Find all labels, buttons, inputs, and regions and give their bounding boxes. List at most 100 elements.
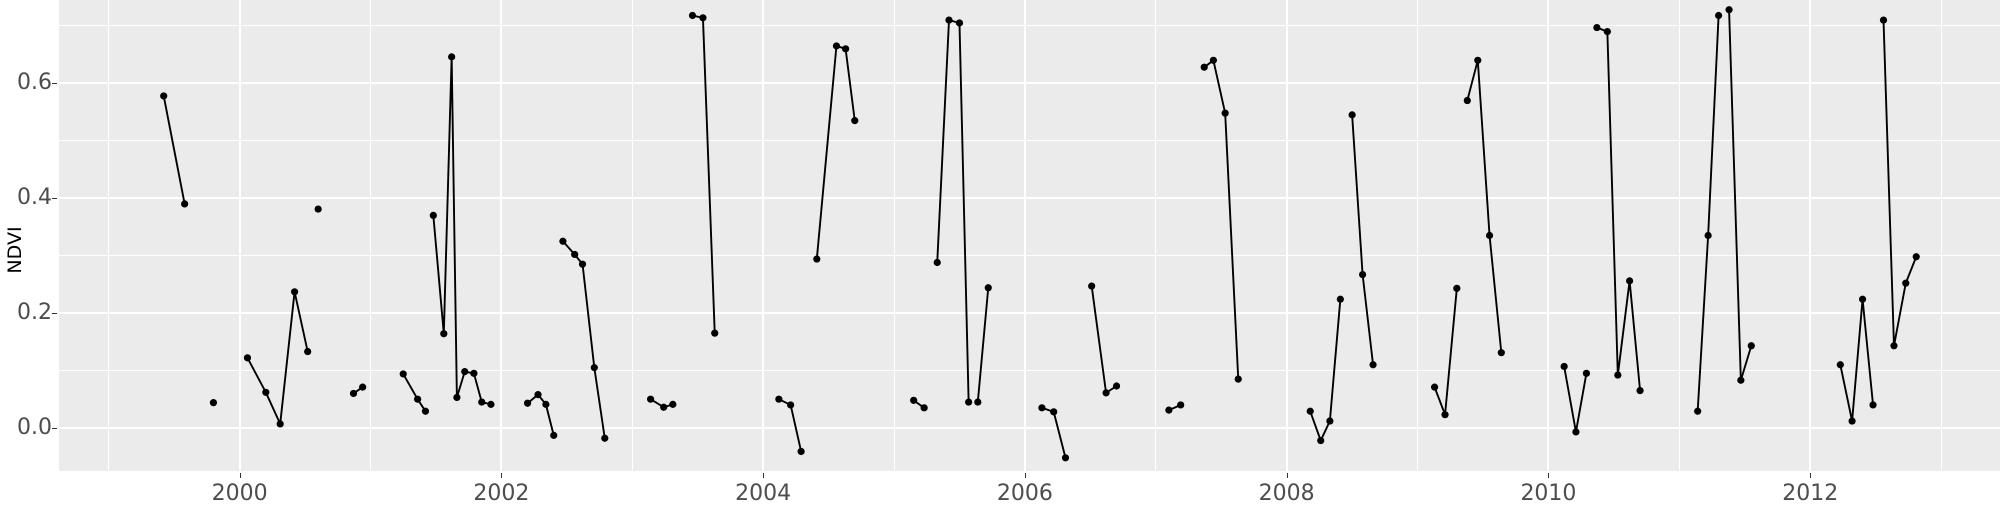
x-axis-tick-label: 2006 <box>996 481 1053 506</box>
series-data-point <box>1715 11 1723 20</box>
gridline-minor-vertical <box>1678 0 1680 471</box>
series-data-point <box>1858 295 1867 303</box>
series-data-point <box>1626 277 1634 285</box>
x-axis-tick-mark <box>1024 473 1026 478</box>
series-data-point <box>910 396 918 404</box>
x-axis-tick-mark <box>1810 473 1812 478</box>
series-data-point <box>920 404 928 412</box>
y-axis-tick-mark <box>52 427 57 429</box>
series-data-point <box>974 398 982 406</box>
series-line-segment <box>1882 19 1918 347</box>
gridline-minor-horizontal <box>59 25 2000 27</box>
series-data-point <box>1441 411 1449 419</box>
y-axis-tick-label: 0.0 <box>17 414 52 440</box>
gridline-minor-horizontal <box>59 369 2000 371</box>
series-line-segment <box>1466 59 1503 354</box>
series-data-point <box>559 237 567 245</box>
y-axis-tick-mark <box>52 83 57 85</box>
x-axis-tick-label: 2002 <box>473 481 530 506</box>
series-data-point <box>1061 454 1070 462</box>
gridline-major-horizontal <box>59 312 2000 315</box>
gridline-minor-vertical <box>108 0 110 471</box>
series-data-point <box>478 398 486 406</box>
series-data-point <box>571 250 579 259</box>
series-data-point <box>1221 109 1229 117</box>
series-data-point <box>421 407 430 415</box>
series-data-point <box>1430 383 1439 391</box>
gridline-minor-vertical <box>1417 0 1419 471</box>
series-data-point <box>349 389 358 398</box>
series-data-point <box>646 395 655 403</box>
x-axis-tick-label: 2012 <box>1782 481 1839 506</box>
series-data-point <box>1890 342 1898 350</box>
series-line-segment <box>1595 26 1642 392</box>
series-data-point <box>775 395 783 403</box>
series-data-point <box>1348 111 1356 119</box>
series-data-point <box>1725 6 1733 14</box>
series-line-segment <box>1563 365 1588 433</box>
series-data-point <box>304 347 312 356</box>
series-data-point <box>787 401 795 409</box>
gridline-minor-vertical <box>631 0 633 471</box>
series-data-point <box>1336 295 1344 303</box>
series-data-point <box>448 53 456 61</box>
series-data-point <box>523 399 532 407</box>
y-axis-tick-mark <box>52 313 57 315</box>
series-data-point <box>842 45 850 53</box>
series-data-point <box>550 431 558 439</box>
series-data-point <box>461 368 469 376</box>
series-line-segment <box>1433 287 1458 416</box>
series-data-point <box>1747 342 1755 350</box>
series-data-point <box>1102 389 1110 397</box>
series-data-point <box>542 400 550 408</box>
series-data-point <box>1177 401 1185 409</box>
series-data-point <box>1359 270 1367 279</box>
series-data-point <box>933 258 941 267</box>
series-data-point <box>832 42 841 50</box>
series-line-segment <box>1351 113 1375 366</box>
series-data-point <box>688 11 697 20</box>
series-data-point <box>1902 279 1910 287</box>
series-data-point <box>440 330 448 338</box>
gridline-major-vertical <box>1285 0 1288 471</box>
series-line-segment <box>936 19 970 404</box>
series-data-point <box>590 364 598 372</box>
series-line-segment <box>526 393 555 437</box>
series-data-point <box>414 395 422 403</box>
gridline-major-horizontal <box>59 82 2000 85</box>
series-data-point <box>209 399 218 407</box>
x-axis-tick-mark <box>239 473 241 478</box>
series-data-point <box>1593 23 1601 32</box>
series-data-point <box>181 200 189 208</box>
series-line-segment <box>1203 59 1240 381</box>
series-line-segment <box>1309 298 1342 442</box>
series-line-segment <box>976 286 990 404</box>
series-data-point <box>1497 349 1505 357</box>
series-data-point <box>711 329 719 337</box>
series-data-point <box>1306 407 1314 415</box>
x-axis-tick-label: 2000 <box>211 481 268 506</box>
series-line-segment <box>1090 285 1118 394</box>
series-line-segment <box>561 240 606 440</box>
series-data-point <box>1474 56 1482 64</box>
series-data-point <box>699 14 707 22</box>
series-data-point <box>813 255 821 263</box>
series-data-point <box>453 393 461 402</box>
series-data-point <box>1200 63 1208 71</box>
series-data-point <box>1879 16 1888 24</box>
x-axis-tick-mark <box>501 473 503 478</box>
gridline-major-vertical <box>1809 0 1812 471</box>
series-data-point <box>1112 382 1121 390</box>
series-data-point <box>534 391 542 399</box>
series-data-point <box>1560 362 1568 371</box>
series-data-point <box>1209 56 1217 64</box>
series-data-point <box>1038 404 1046 412</box>
series-data-point <box>1485 231 1494 240</box>
gridline-minor-horizontal <box>59 140 2000 142</box>
series-data-point <box>601 434 609 442</box>
series-data-point <box>1636 386 1644 395</box>
series-data-point <box>1848 417 1856 425</box>
series-data-point <box>1694 407 1702 415</box>
series-data-point <box>1912 253 1920 261</box>
gridline-major-vertical <box>1023 0 1026 471</box>
